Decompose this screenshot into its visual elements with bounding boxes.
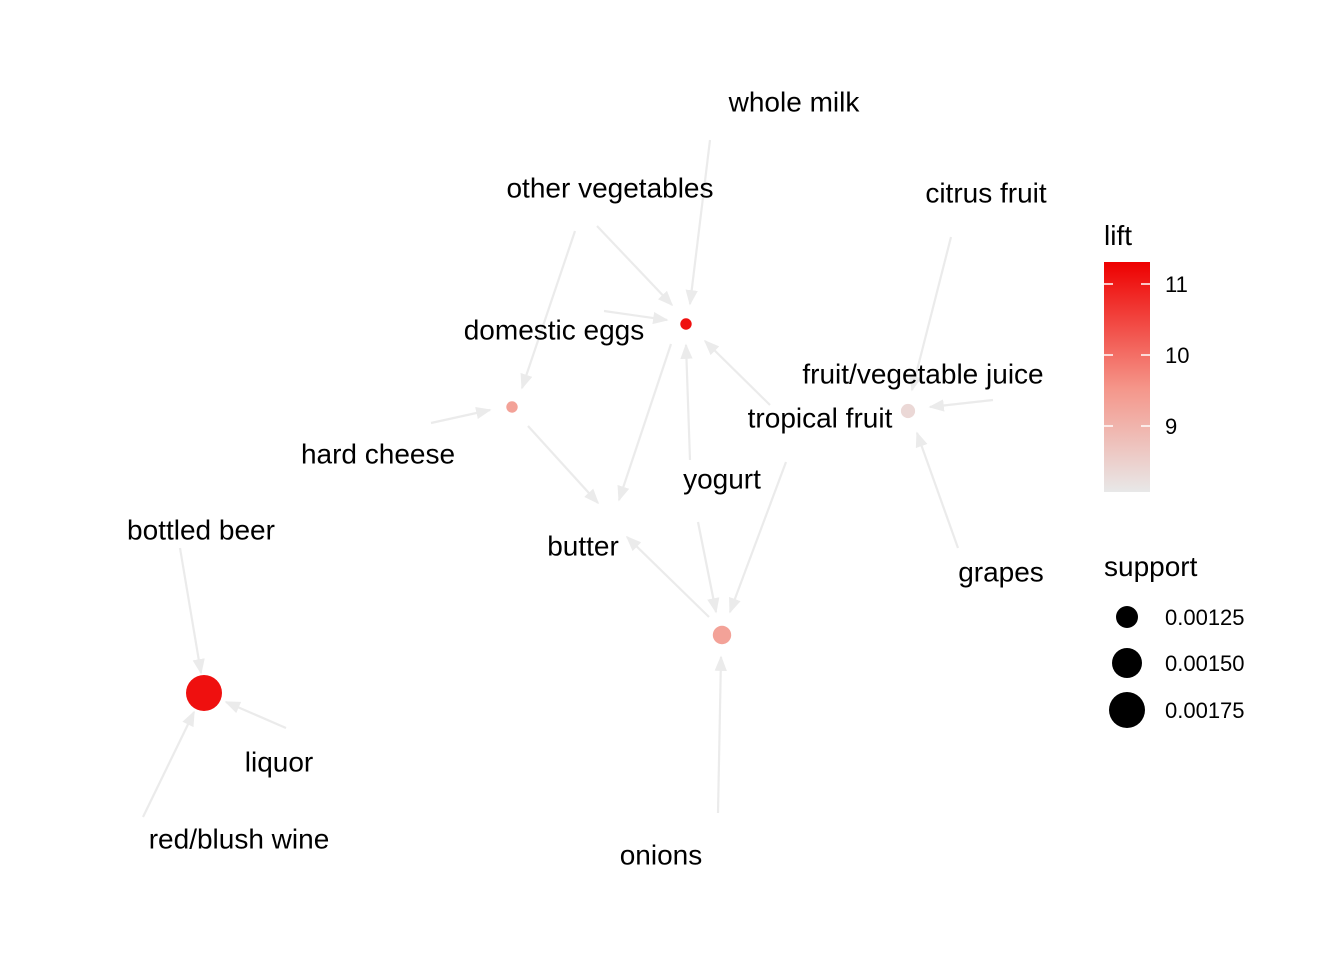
rule-edge-4: [603, 309, 669, 325]
rule-nodes: [186, 318, 916, 711]
item-label-tropical-fruit: tropical fruit: [748, 403, 893, 434]
item-label-grapes: grapes: [958, 557, 1044, 588]
lift-tick-label-9: 9: [1165, 414, 1177, 439]
lift-tick-label-11: 11: [1165, 272, 1188, 297]
rule-node-r2: [506, 401, 518, 413]
rule-node-r1: [680, 318, 692, 330]
item-label-yogurt: yogurt: [683, 464, 761, 495]
support-key-medium: [1112, 648, 1142, 678]
rule-edge-13: [728, 461, 788, 614]
rule-edge-19: [142, 710, 195, 818]
rule-edge-12: [915, 431, 960, 549]
item-label-red-blush-wine: red/blush wine: [149, 824, 330, 855]
rule-edge-11: [928, 398, 994, 412]
rule-edge-5: [680, 343, 693, 461]
support-key-large: [1109, 692, 1145, 728]
rule-edge-14: [696, 521, 720, 614]
rule-edge-1: [520, 230, 577, 390]
rule-edge-7: [430, 406, 492, 425]
support-tick-label-0: 0.00125: [1165, 605, 1245, 630]
item-label-hard-cheese: hard cheese: [301, 439, 455, 470]
item-label-fruit-vegetable-juice: fruit/vegetable juice: [802, 359, 1043, 390]
rule-node-r4: [712, 625, 732, 645]
rule-edge-15: [714, 655, 727, 814]
lift-legend: lift 11 10 9: [1104, 220, 1189, 492]
rule-node-r3: [900, 403, 916, 419]
item-labels: whole milk other vegetables citrus fruit do…: [127, 87, 1047, 871]
rule-edge-6: [703, 339, 771, 406]
support-legend: support 0.00125 0.00150 0.00175: [1104, 551, 1245, 728]
rule-edge-8: [527, 425, 600, 505]
item-label-bottled-beer: bottled beer: [127, 515, 275, 546]
rule-edge-3: [685, 139, 712, 306]
item-label-butter: butter: [547, 531, 619, 562]
item-label-liquor: liquor: [245, 747, 313, 778]
support-tick-label-2: 0.00175: [1165, 698, 1245, 723]
rule-edge-16: [625, 535, 710, 618]
rule-edge-17: [178, 547, 205, 675]
rule-edge-18: [224, 700, 287, 730]
support-tick-label-1: 0.00150: [1165, 651, 1245, 676]
rule-edge-2: [596, 225, 674, 307]
rule-edges: [142, 139, 994, 818]
item-label-other-vegetables: other vegetables: [506, 173, 713, 204]
rule-node-r5: [186, 675, 222, 711]
item-label-domestic-eggs: domestic eggs: [464, 315, 645, 346]
item-label-onions: onions: [620, 840, 703, 871]
item-label-whole-milk: whole milk: [728, 87, 861, 118]
rule-edge-9: [617, 343, 673, 502]
rule-edge-10: [909, 236, 953, 392]
lift-colorbar: [1104, 262, 1150, 492]
lift-legend-title: lift: [1104, 220, 1132, 251]
support-key-small: [1116, 606, 1138, 628]
support-legend-title: support: [1104, 551, 1198, 582]
item-label-citrus-fruit: citrus fruit: [925, 178, 1047, 209]
lift-tick-label-10: 10: [1165, 343, 1189, 368]
